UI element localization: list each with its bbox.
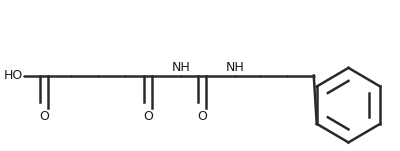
- Text: O: O: [197, 110, 207, 123]
- Text: O: O: [143, 110, 153, 123]
- Text: NH: NH: [171, 61, 190, 74]
- Text: O: O: [39, 110, 49, 123]
- Text: NH: NH: [225, 61, 244, 74]
- Text: HO: HO: [3, 69, 22, 82]
